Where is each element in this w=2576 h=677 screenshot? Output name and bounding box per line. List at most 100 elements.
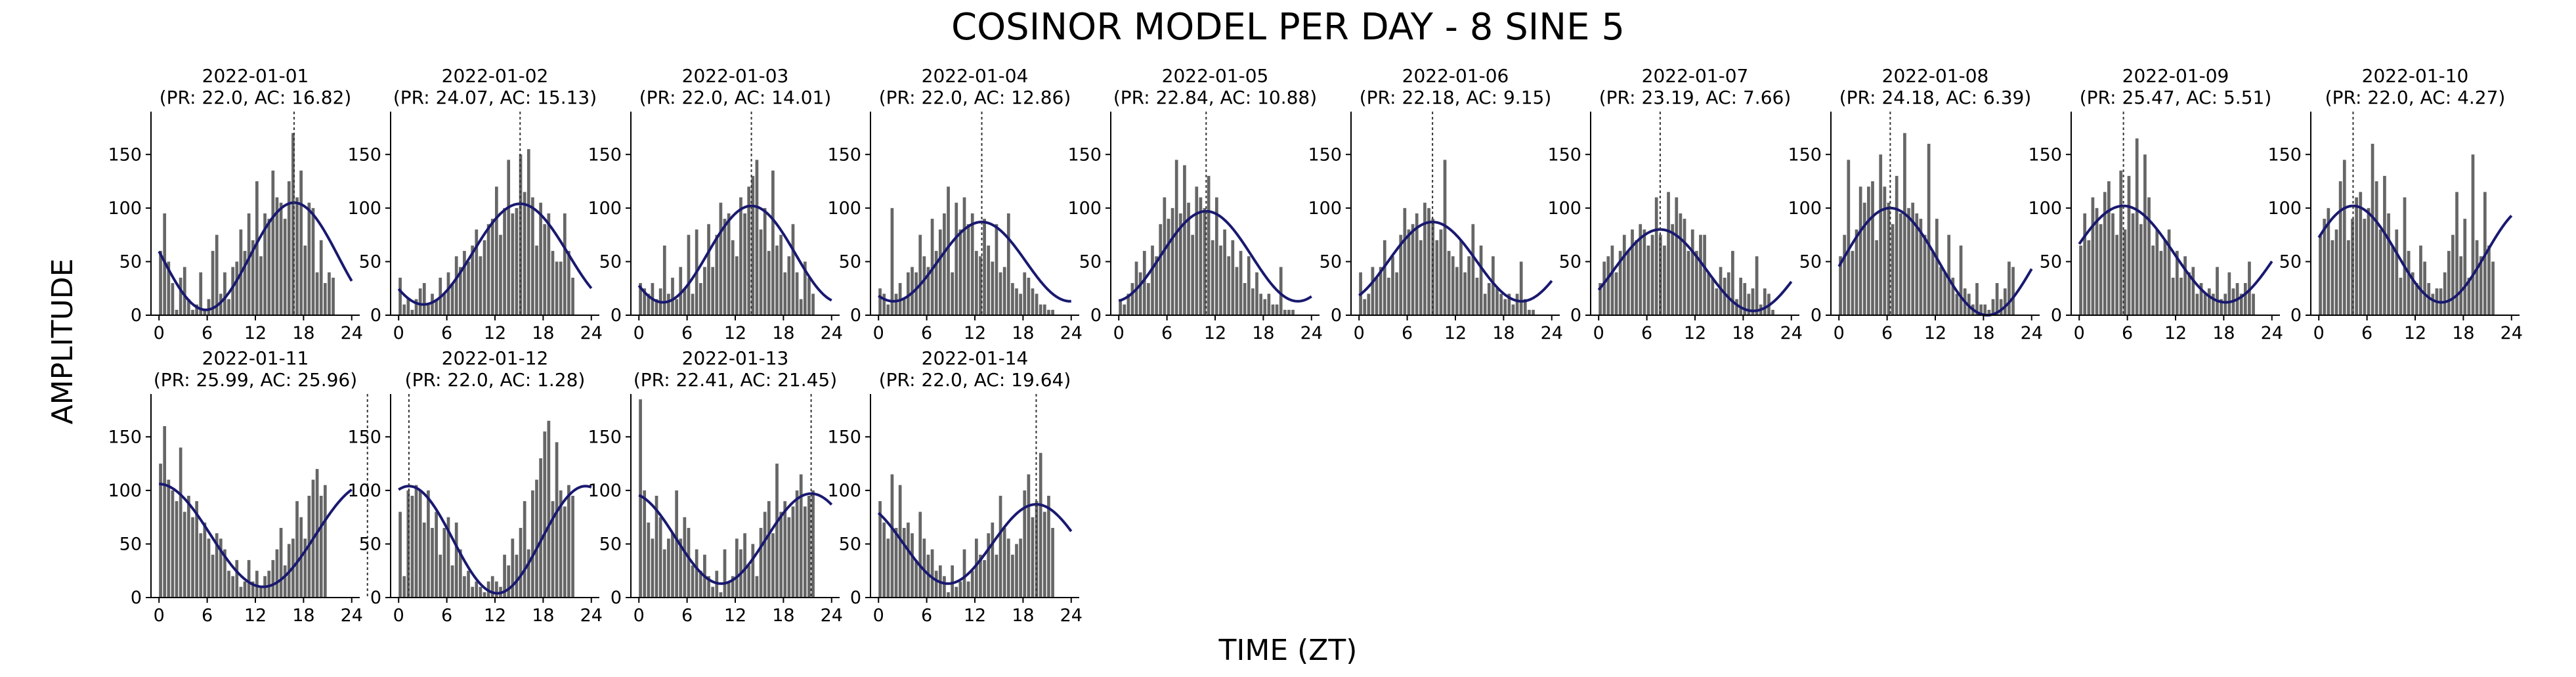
y-tick-label: 150 [347, 427, 381, 447]
histogram-bar [1006, 538, 1010, 598]
histogram-bar [414, 299, 418, 315]
histogram-bar [1138, 272, 1142, 315]
histogram-bar [1159, 224, 1163, 315]
histogram-bar [1167, 219, 1170, 315]
histogram-bar [2243, 283, 2247, 315]
histogram-bar [279, 202, 283, 315]
histogram-bar [1695, 251, 1698, 315]
histogram-bar [747, 565, 751, 598]
histogram-bar [671, 277, 674, 315]
histogram-bar [2378, 229, 2382, 315]
histogram-bar [471, 245, 475, 315]
histogram-bar [2447, 251, 2451, 315]
x-tick-label: 24 [341, 605, 363, 626]
y-tick-label: 0 [2290, 305, 2302, 326]
histogram-bar [1235, 267, 1239, 315]
histogram-bar [979, 554, 982, 598]
histogram-bar [1151, 245, 1154, 315]
histogram-bar [882, 294, 886, 315]
y-tick-label: 100 [1308, 198, 1342, 219]
histogram-bar [2131, 213, 2135, 315]
histogram-bar [2374, 181, 2378, 315]
cosinor-fit-curve [398, 485, 592, 595]
histogram-bar [418, 288, 422, 315]
histogram-bar [1395, 272, 1398, 315]
x-tick-label: 6 [1881, 323, 1893, 343]
histogram-bar [251, 240, 255, 315]
cosinor-fit-curve [158, 201, 353, 311]
histogram-bar [1699, 234, 1702, 315]
histogram-bar [811, 490, 815, 598]
histogram-bar [1686, 251, 1690, 315]
histogram-bar [2127, 175, 2131, 315]
histogram-bar [2431, 294, 2435, 315]
histogram-bar [2415, 283, 2418, 315]
histogram-bar [926, 554, 930, 598]
histogram-bar [735, 538, 739, 598]
histogram-bar [2355, 197, 2358, 315]
y-tick-label: 150 [588, 427, 622, 447]
histogram-bar [1747, 294, 1751, 315]
histogram-bar [890, 207, 894, 315]
histogram-bar [643, 490, 647, 598]
histogram-bar [1011, 283, 1014, 315]
histogram-bar [951, 272, 955, 315]
y-tick-label: 0 [1090, 305, 1102, 326]
histogram-bar [1042, 304, 1046, 315]
histogram-bar [442, 527, 446, 598]
histogram-bar [219, 538, 223, 598]
histogram-bar [943, 213, 946, 315]
histogram-bar [167, 479, 171, 598]
histogram-bar [1618, 251, 1622, 315]
histogram-bar [311, 207, 315, 315]
histogram-bar [519, 527, 523, 598]
histogram-bar [1211, 240, 1214, 315]
x-tick-label: 0 [393, 605, 404, 626]
histogram-bar [1399, 234, 1403, 315]
histogram-bar [1002, 267, 1006, 315]
histogram-bar [1667, 192, 1670, 315]
histogram-bar [295, 197, 299, 315]
histogram-bar [2203, 294, 2207, 315]
histogram-bar [1283, 309, 1287, 315]
histogram-bar [195, 501, 198, 598]
histogram-bar [914, 272, 918, 315]
histogram-bar [719, 592, 723, 598]
y-tick-label: 50 [2279, 251, 2302, 272]
histogram-bar [1051, 527, 1054, 598]
histogram-bar [2187, 272, 2191, 315]
histogram-bar [332, 277, 335, 315]
histogram-bar [1622, 234, 1626, 315]
histogram-bar [2147, 197, 2151, 315]
histogram-bar [759, 229, 763, 315]
histogram-bar [1975, 283, 1979, 315]
histogram-bar [751, 175, 755, 315]
histogram-bar [2099, 224, 2103, 315]
histogram-bar [571, 277, 574, 315]
histogram-bar [1455, 267, 1459, 315]
x-tick-label: 18 [2452, 323, 2474, 343]
panel-subtitle: (PR: 22.0, AC: 1.28) [405, 369, 586, 391]
x-tick-label: 18 [1972, 323, 1994, 343]
histogram-bar [914, 559, 918, 598]
y-tick-label: 50 [2040, 251, 2062, 272]
histogram-bar [975, 538, 978, 598]
x-tick-label: 18 [772, 323, 794, 343]
x-tick-label: 0 [154, 323, 165, 343]
histogram-bar [1391, 256, 1394, 315]
y-tick-label: 100 [108, 198, 142, 219]
histogram-bar [299, 170, 303, 315]
histogram-bar [2095, 207, 2099, 315]
histogram-bar [938, 229, 942, 315]
y-tick-label: 100 [827, 198, 861, 219]
x-tick-label: 18 [1732, 323, 1754, 343]
histogram-bar [947, 592, 950, 598]
histogram-bar [1858, 186, 1862, 315]
histogram-bar [1035, 501, 1039, 598]
histogram-bar [1679, 213, 1683, 315]
y-tick-label: 0 [1811, 305, 1822, 326]
histogram-bar [406, 299, 410, 315]
y-tick-label: 50 [359, 251, 381, 272]
histogram-bar [1267, 294, 1271, 315]
histogram-bar [431, 294, 434, 315]
